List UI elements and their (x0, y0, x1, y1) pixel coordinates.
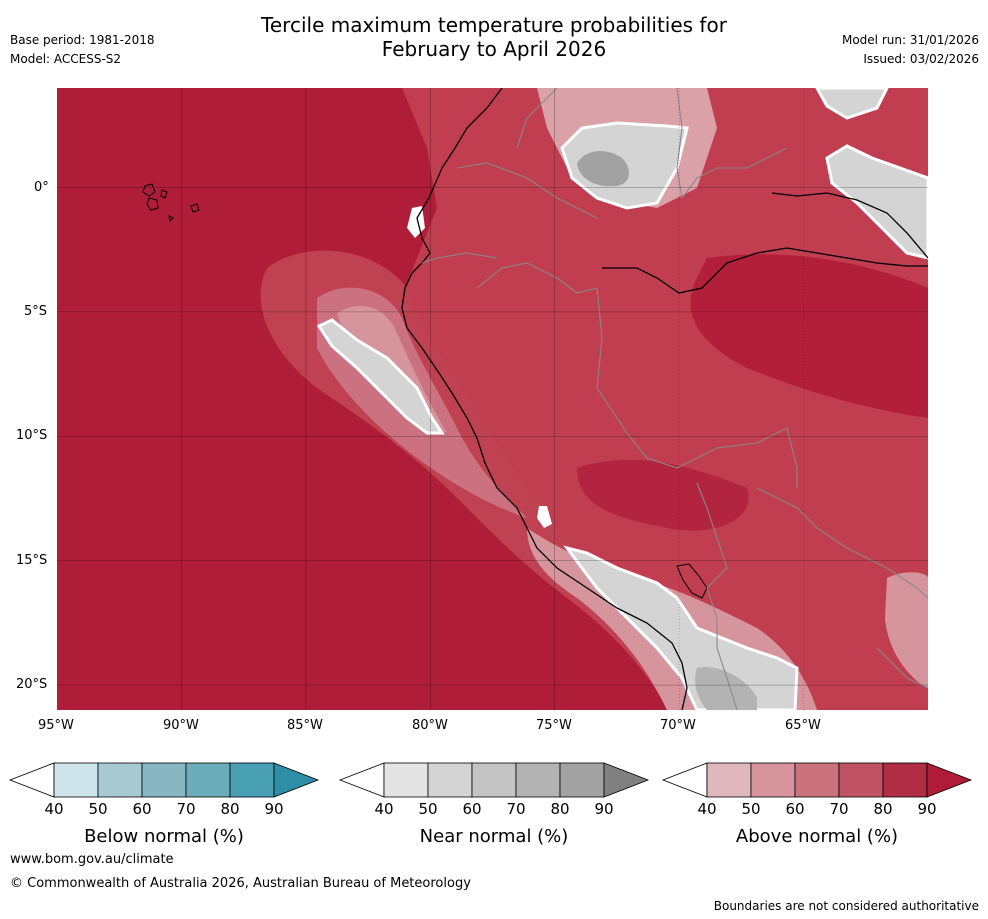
colorbar-1-bin-0 (383, 762, 429, 798)
copyright-text: © Commonwealth of Australia 2026, Austra… (10, 876, 471, 891)
colorbar-0-extend-low (8, 762, 55, 798)
colorbar-1-title: Near normal (%) (419, 826, 569, 847)
model-run-label: Model run: 31/01/2026 (841, 33, 979, 47)
colorbar-1-extend-high (603, 762, 650, 798)
colorbar-1-extend-low (338, 762, 385, 798)
near-normal-peru-coast (316, 318, 445, 435)
base-period-label: Base period: 1981-2018 (10, 33, 155, 47)
model-label: Model: ACCESS-S2 (10, 52, 122, 66)
near-normal-south-core (563, 545, 799, 710)
lon-label-95w: 95°W (38, 718, 74, 733)
colorbar-0-tick: 90 (264, 800, 284, 818)
colorbar-2-bin-2 (794, 762, 840, 798)
colorbar-1-tick: 90 (594, 800, 614, 818)
colorbar-2-tick: 40 (697, 800, 717, 818)
land-80-band (397, 88, 928, 710)
colorbar-1-tick: 70 (506, 800, 526, 818)
colorbar-0-title: Below normal (%) (84, 826, 244, 847)
near-normal-spot-2 (537, 506, 552, 528)
colorbar-2-tick: 80 (873, 800, 893, 818)
amazon-river (602, 247, 928, 294)
colorbar-2-tick: 90 (917, 800, 937, 818)
colorbar-2-extend-low (661, 762, 708, 798)
near-normal-colombia-dark (577, 151, 629, 187)
title-line-2: February to April 2026 (381, 37, 607, 61)
lon-label-90w: 90°W (163, 718, 199, 733)
colorbar-2-extend-high (926, 762, 973, 798)
lat-label-10s: 10°S (16, 428, 48, 443)
southeast-60-patch (885, 572, 928, 688)
colorbar-0-tick: 80 (220, 800, 240, 818)
disclaimer-text: Boundaries are not considered authoritat… (713, 899, 979, 913)
coastline (401, 88, 688, 710)
colorbar-2-title: Above normal (%) (735, 826, 899, 847)
near-normal-south-dark (695, 667, 757, 710)
colorbar-0-tick: 60 (132, 800, 152, 818)
lat-label-5s: 5°S (24, 304, 48, 319)
colorbar-2-bin-1 (750, 762, 796, 798)
colorbar-0-bin-1 (97, 762, 143, 798)
galapagos-islands (142, 183, 200, 223)
colorbar-0-tick: 70 (176, 800, 196, 818)
amazon-90-patch (690, 254, 928, 418)
near-normal-north-top (815, 88, 889, 120)
lake-titicaca (676, 563, 708, 599)
colorbar-2-tick: 50 (741, 800, 761, 818)
colorbar-0-bin-3 (185, 762, 231, 798)
colorbar-2-bin-3 (838, 762, 884, 798)
colorbar-strip (8, 762, 973, 798)
colorbar-0-bin-4 (229, 762, 275, 798)
issued-label: Issued: 03/02/2026 (863, 52, 979, 66)
colorbar-0-tick: 40 (44, 800, 64, 818)
graticule (57, 88, 928, 710)
colorbar-1-bin-1 (427, 762, 473, 798)
colorbar-0-bin-0 (53, 762, 99, 798)
colorbar-below-normal (8, 762, 320, 798)
lon-label-85w: 85°W (287, 718, 323, 733)
colorbar-near-normal (338, 762, 650, 798)
colorbar-0-tick: 50 (88, 800, 108, 818)
colorbar-2-bin-0 (706, 762, 752, 798)
rio-negro (771, 192, 928, 259)
lon-label-65w: 65°W (785, 718, 821, 733)
lon-label-80w: 80°W (412, 718, 448, 733)
colorbar-1-tick: 50 (418, 800, 438, 818)
bolivia-90-patch (577, 459, 749, 531)
country-borders (421, 88, 928, 710)
lon-label-75w: 75°W (536, 718, 572, 733)
colorbar-1-bin-2 (471, 762, 517, 798)
colorbar-0-bin-2 (141, 762, 187, 798)
lat-label-0: 0° (34, 180, 49, 195)
colorbar-0-extend-high (273, 762, 320, 798)
colorbar-1-bin-4 (559, 762, 605, 798)
colorbar-1-tick: 60 (462, 800, 482, 818)
colorbar-2-bin-4 (882, 762, 928, 798)
colorbar-above-normal (661, 762, 973, 798)
lon-label-70w: 70°W (660, 718, 696, 733)
near-normal-northeast (825, 144, 928, 260)
colorbar-1-bin-3 (515, 762, 561, 798)
colorbar-1-tick: 40 (374, 800, 394, 818)
colorbar-2-tick: 60 (785, 800, 805, 818)
colorbar-2-tick: 70 (829, 800, 849, 818)
colorbar-1-tick: 80 (550, 800, 570, 818)
title-line-1: Tercile maximum temperature probabilitie… (261, 13, 727, 37)
lat-label-20s: 20°S (16, 677, 48, 692)
map-title: Tercile maximum temperature probabilitie… (0, 13, 988, 61)
probability-map (57, 88, 928, 710)
website-link[interactable]: www.bom.gov.au/climate (10, 852, 174, 867)
lat-label-15s: 15°S (16, 553, 48, 568)
